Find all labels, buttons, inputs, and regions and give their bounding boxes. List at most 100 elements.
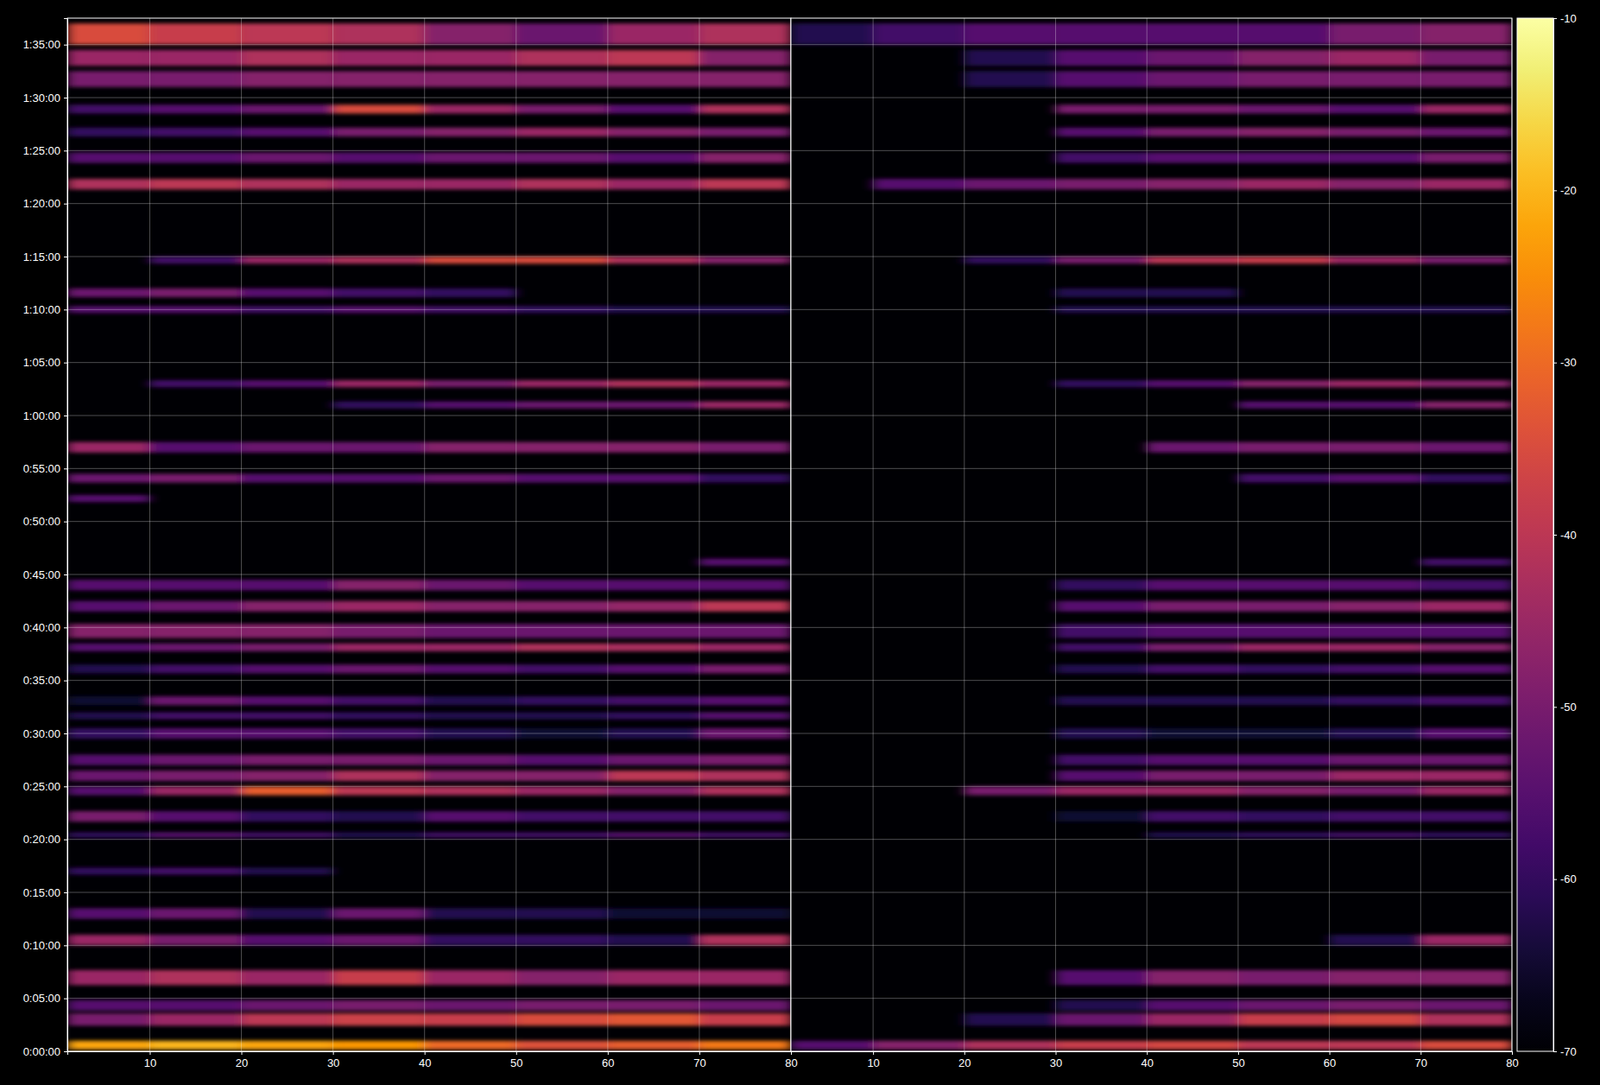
heat-cell (607, 50, 700, 66)
heat-cell (424, 600, 517, 612)
tick-label: 1:35:00 (23, 37, 61, 51)
heat-cell (424, 127, 517, 137)
tick: 1:20:00 (23, 196, 68, 210)
heat-cell (424, 831, 517, 837)
heat-cell (607, 442, 700, 453)
heat-cell (1420, 127, 1512, 137)
heat-cell (1146, 785, 1239, 795)
heat-cell (1146, 664, 1239, 673)
heat-cell (424, 664, 517, 673)
tick-mark (63, 785, 68, 787)
heat-cell (67, 643, 150, 652)
tick-label: 0:10:00 (23, 938, 61, 952)
heat-cell (790, 23, 873, 45)
grid-line (790, 944, 1512, 946)
heat-cell (1146, 695, 1239, 705)
colorbar-axis: -70-60-50-40-30-20-10 (1553, 12, 1577, 1058)
heat-cell (67, 623, 150, 638)
plot-area (790, 18, 1512, 1051)
cells (67, 23, 791, 1050)
heat-cell (1056, 256, 1148, 264)
plot-background (67, 18, 791, 1051)
heat-cell (241, 623, 334, 638)
heat-cell (333, 1012, 425, 1025)
heat-cell (1329, 579, 1422, 590)
grid-line (67, 891, 791, 893)
tick: 40 (1140, 1050, 1153, 1069)
heat-cell (699, 643, 791, 652)
heat-cell (1420, 810, 1512, 822)
x-axis: 1020304050607080 (791, 1050, 1519, 1069)
heat-cell (516, 664, 608, 673)
tick-mark (63, 944, 68, 946)
heat-cell (607, 770, 700, 781)
heat-cell (1146, 600, 1239, 612)
tick-label: 0:05:00 (23, 991, 61, 1005)
heat-cell (333, 178, 425, 190)
tick-label: 0:30:00 (23, 727, 61, 740)
tick: 0:00:00 (23, 1044, 68, 1058)
tick: 1:00:00 (23, 409, 68, 423)
heat-cell (333, 754, 425, 766)
heat-cell (699, 1040, 791, 1050)
heat-cell (872, 23, 965, 45)
heat-cell (699, 810, 791, 822)
grid-line (67, 997, 791, 999)
heat-cell (149, 600, 241, 612)
heat-cell (607, 969, 700, 985)
heat-cell (1329, 379, 1422, 387)
grid-line (790, 785, 1512, 787)
heat-cell (964, 70, 1057, 87)
tick-label: 1:00:00 (23, 409, 61, 423)
tick-mark (63, 150, 68, 152)
heat-cell (607, 1040, 700, 1050)
heat-cell (607, 70, 700, 87)
heat-cell (67, 664, 150, 673)
heat-cell (333, 643, 425, 652)
tick: 60 (1323, 1050, 1336, 1069)
heat-cell (1420, 379, 1512, 387)
heat-cell (1238, 623, 1330, 638)
grid-line (67, 626, 791, 628)
heat-cell (607, 579, 700, 590)
axis-line (63, 18, 69, 1052)
grid-line (790, 256, 1512, 258)
heat-cell (333, 379, 425, 387)
heat-cell (964, 1040, 1057, 1050)
heat-cell (1329, 623, 1422, 638)
heat-cell (333, 256, 425, 264)
heat-cell (1056, 104, 1148, 114)
heat-cell (1420, 969, 1512, 985)
heat-cell (516, 1040, 608, 1050)
heat-cell (333, 695, 425, 705)
tick-mark (149, 1050, 151, 1055)
heat-cell (424, 754, 517, 766)
heat-cell (607, 401, 700, 409)
heat-cell (1238, 70, 1330, 87)
tick-mark (333, 1050, 335, 1055)
heat-cell (1420, 770, 1512, 781)
tick-mark (1238, 1050, 1240, 1055)
heat-cell (699, 442, 791, 453)
heat-cell (424, 23, 517, 45)
heat-cell (149, 579, 241, 590)
tick-label: 10 (144, 1056, 157, 1069)
heat-cell (699, 600, 791, 612)
heat-cell (1056, 643, 1148, 652)
grid-line (67, 785, 791, 787)
heat-cell (1329, 256, 1422, 264)
heat-cell (699, 999, 791, 1011)
heat-cell (516, 104, 608, 114)
heat-cell (1146, 256, 1239, 264)
colorbar (1517, 18, 1554, 1051)
heat-cell (1238, 127, 1330, 137)
tick: 0:50:00 (23, 514, 68, 528)
heat-cell (149, 785, 241, 795)
heat-cell (1420, 754, 1512, 766)
grid-line (332, 18, 334, 1051)
heat-cell (607, 473, 700, 482)
heat-cell (699, 969, 791, 985)
heat-cell (333, 473, 425, 482)
heat-cell (241, 999, 334, 1011)
grid-line (67, 44, 791, 45)
